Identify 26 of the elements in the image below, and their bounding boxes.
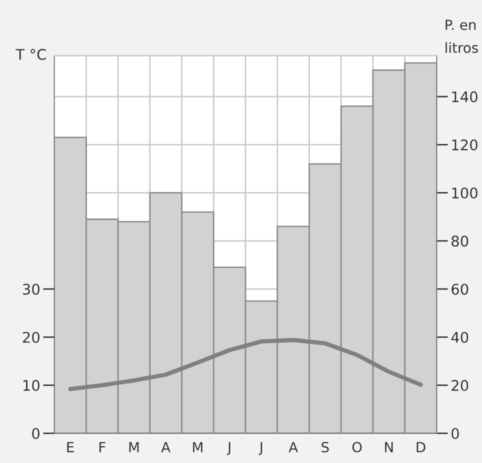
x-tick-label: A bbox=[288, 442, 298, 452]
x-tick-label: J bbox=[226, 442, 230, 455]
x-tick-label: M bbox=[193, 442, 202, 452]
x-tick-label: D bbox=[416, 442, 426, 452]
x-tick-label: N bbox=[385, 442, 393, 452]
x-tick-label: M bbox=[129, 442, 139, 452]
y-tick-label: 30 bbox=[22, 284, 40, 295]
x-tick-label: S bbox=[322, 442, 329, 452]
y2-tick-label: 40 bbox=[451, 332, 468, 343]
x-tick-label: O bbox=[352, 442, 362, 452]
x-tick-label: F bbox=[99, 442, 106, 452]
y-tick-label: 10 bbox=[23, 380, 40, 391]
y2-tick-label: 80 bbox=[452, 236, 468, 247]
x-tick-label: A bbox=[161, 442, 170, 452]
y2-tick-label: 100 bbox=[452, 188, 478, 199]
y2-tick-label: 60 bbox=[452, 284, 468, 295]
y2-tick-label: 20 bbox=[452, 380, 468, 391]
y-tick-label: 20 bbox=[22, 332, 40, 343]
x-tick-label: E bbox=[67, 442, 74, 452]
y2-axis-title: P. en litros bbox=[446, 20, 478, 54]
y2-tick-label: 0 bbox=[452, 428, 459, 440]
x-tick-label: J bbox=[258, 442, 262, 455]
y2-tick-label: 140 bbox=[452, 91, 478, 102]
y2-tick-label: 120 bbox=[452, 139, 478, 150]
y-axis-title: T °C bbox=[16, 48, 46, 60]
y-tick-label: 0 bbox=[32, 428, 40, 440]
